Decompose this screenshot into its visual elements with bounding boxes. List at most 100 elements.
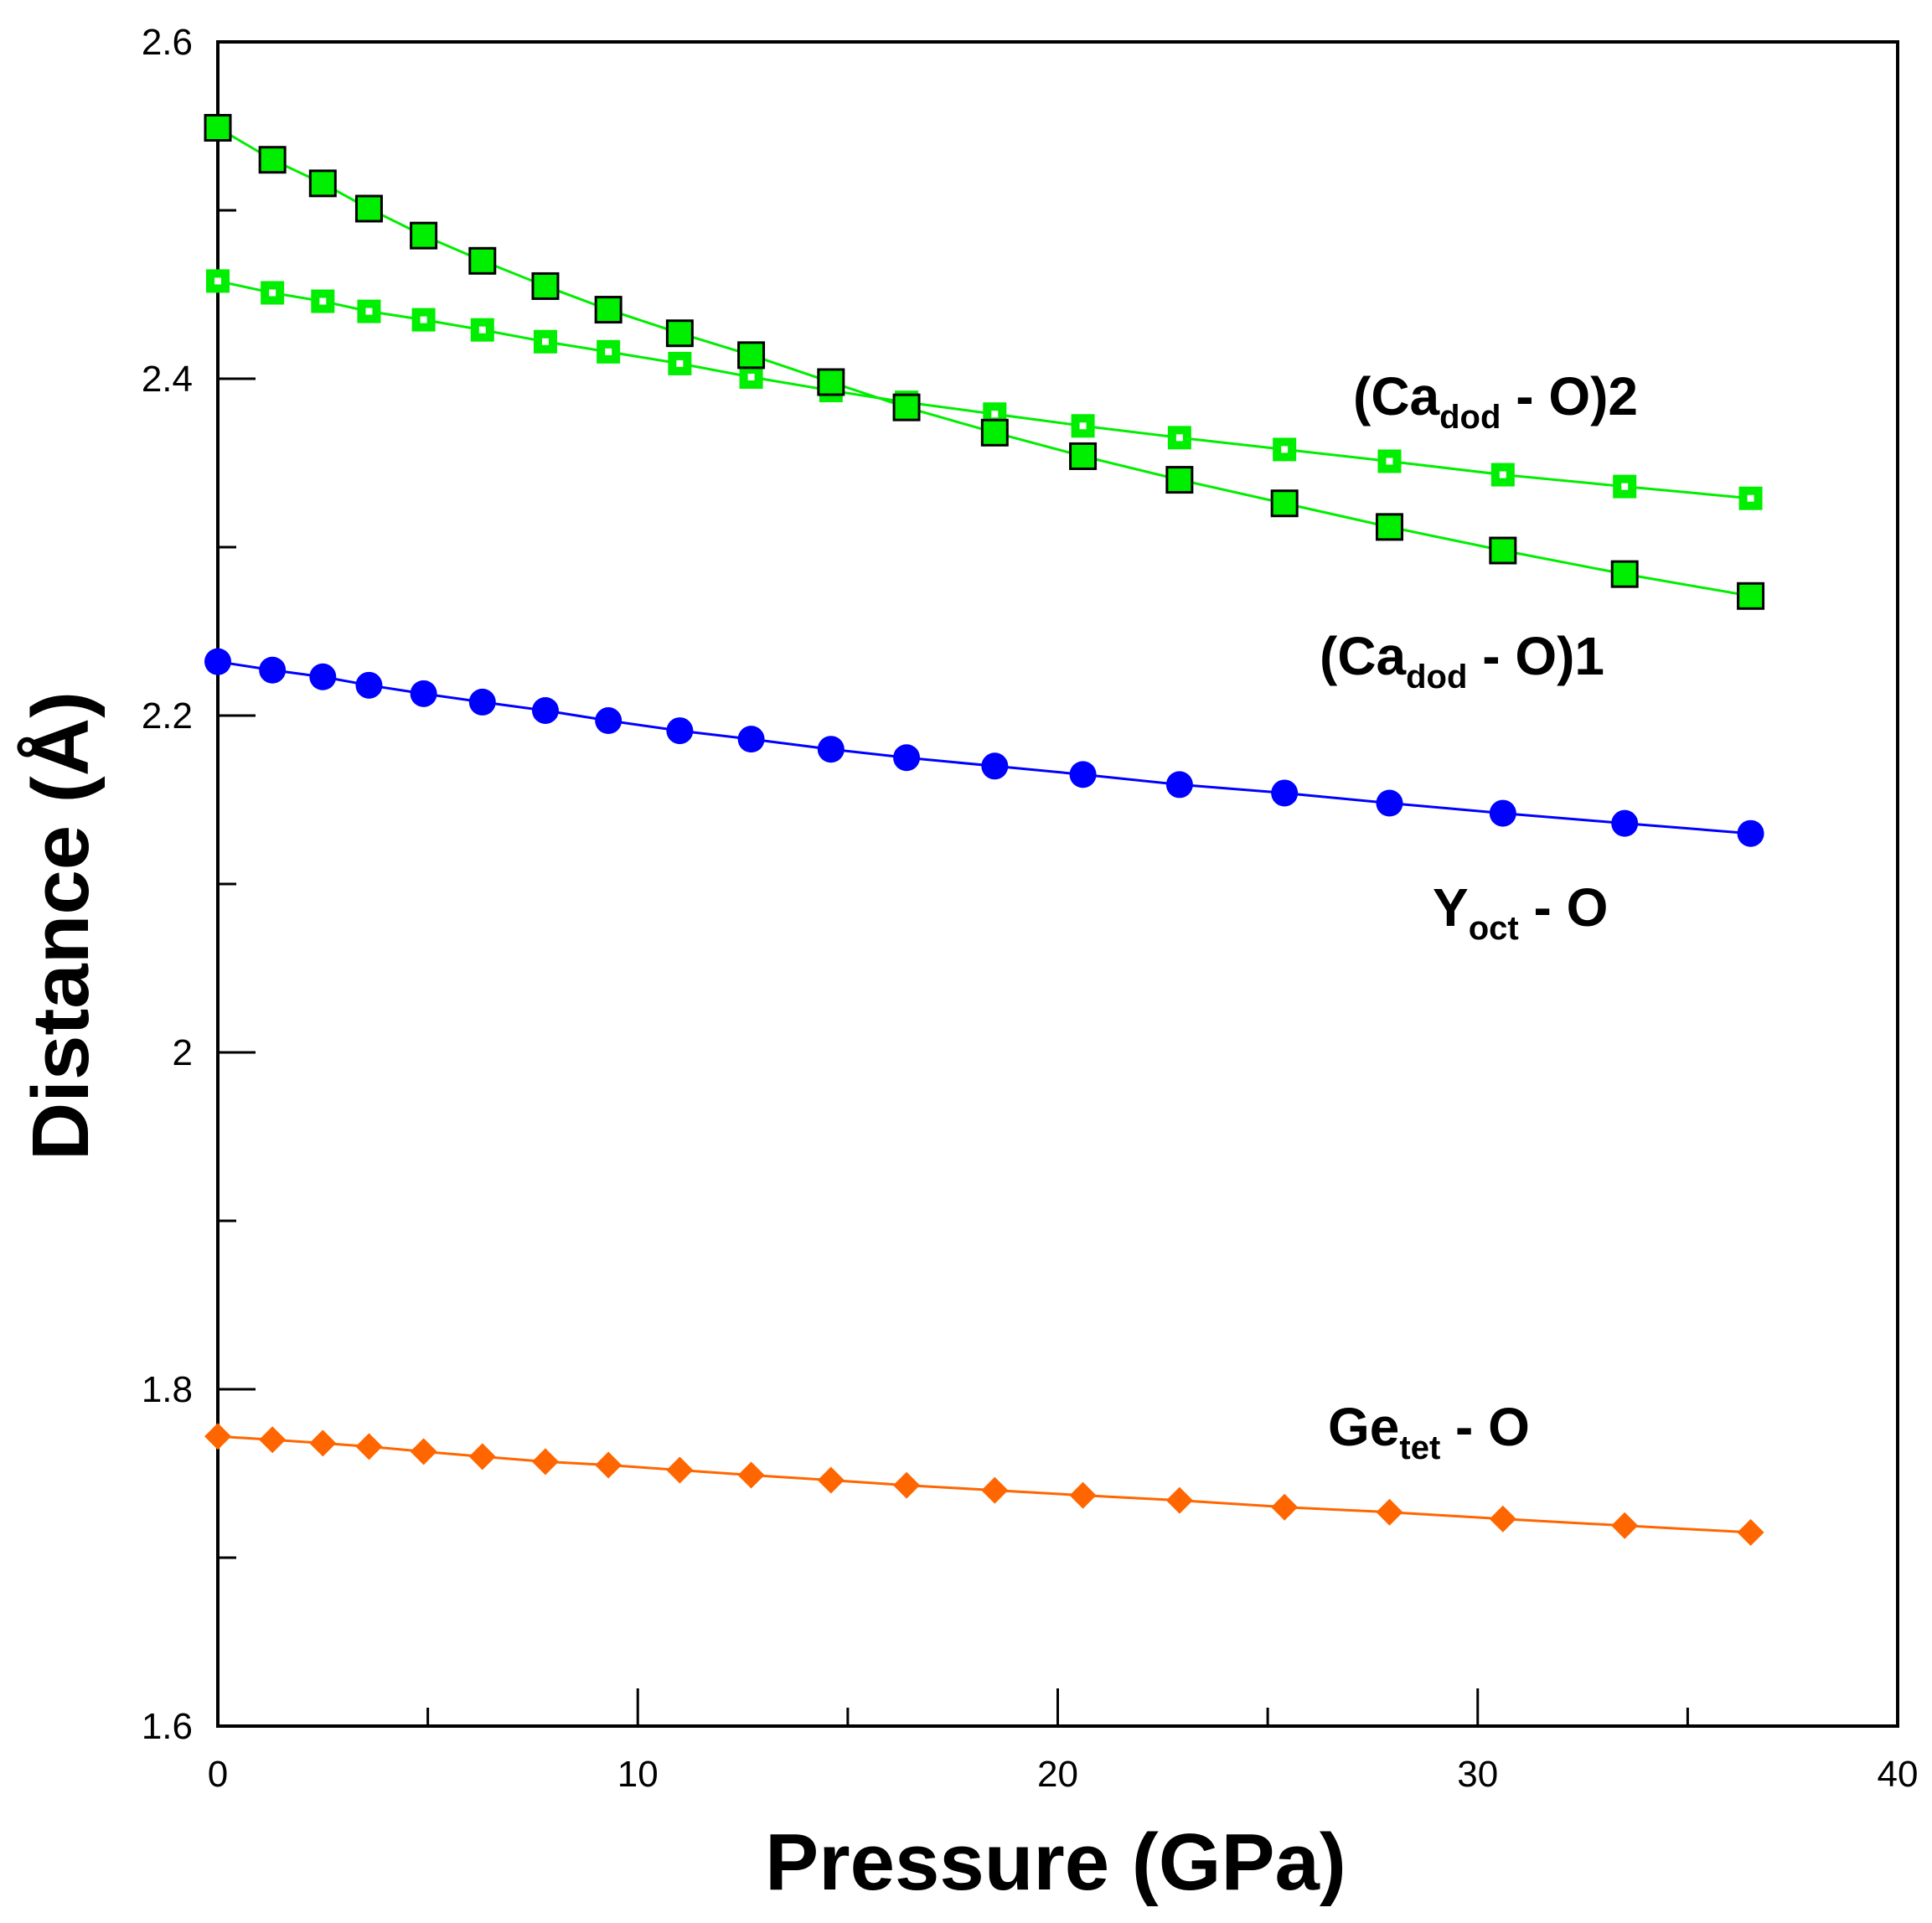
series-label-main: (Ca	[1320, 626, 1407, 686]
x-axis-title: Pressure (GPa)	[765, 1817, 1346, 1907]
series-layer	[204, 114, 1765, 1546]
data-point	[1167, 426, 1191, 450]
data-point	[1489, 799, 1516, 827]
data-point-center	[269, 289, 276, 297]
data-point	[468, 246, 497, 275]
data-point-center	[747, 373, 755, 380]
data-point	[1270, 489, 1299, 518]
series-label-sub: dod	[1439, 399, 1501, 436]
data-point	[597, 339, 621, 364]
x-axis: 0 10 20 30 40	[208, 1688, 1919, 1795]
series-labels: (Cadod - O)2 (Cadod - O)1 Yoct - O Getet…	[1320, 366, 1638, 1466]
data-point	[308, 169, 337, 198]
data-point	[893, 744, 921, 772]
x-tick-label: 10	[617, 1754, 659, 1795]
data-point-center	[1386, 457, 1393, 465]
data-point	[261, 281, 285, 305]
data-point	[980, 418, 1009, 447]
data-point	[1165, 771, 1193, 799]
data-point	[1611, 1512, 1639, 1539]
data-point	[309, 663, 337, 690]
data-point-center	[365, 308, 373, 315]
data-point	[666, 1456, 694, 1484]
series-label-sub: dod	[1406, 659, 1467, 695]
data-point-center	[420, 316, 427, 323]
y-tick-label: 2	[173, 1032, 193, 1073]
series-label-main: Ge	[1328, 1397, 1399, 1457]
data-point-center	[1499, 471, 1506, 478]
data-point-center	[676, 359, 684, 367]
x-tick-label: 0	[208, 1754, 228, 1795]
data-point	[817, 368, 845, 396]
data-point	[817, 1466, 845, 1494]
series-label-sub: oct	[1469, 910, 1519, 947]
data-point	[259, 656, 287, 684]
data-point	[1737, 582, 1765, 610]
series-label-tail: - O	[1519, 877, 1609, 938]
data-point	[1165, 1486, 1193, 1514]
data-point	[1069, 1481, 1097, 1509]
data-point	[1375, 513, 1403, 541]
data-point	[468, 1443, 496, 1471]
series-label-tail: - O	[1440, 1397, 1530, 1457]
data-point	[309, 1429, 337, 1457]
data-point	[410, 221, 438, 250]
data-point	[531, 271, 560, 300]
data-point	[410, 680, 437, 707]
data-point	[595, 1451, 622, 1479]
y-axis-title: Distance (Å)	[16, 691, 106, 1161]
data-point	[981, 752, 1009, 780]
data-point	[355, 1433, 383, 1460]
data-point	[470, 318, 494, 342]
y-tick-label: 2.2	[142, 695, 193, 737]
data-point	[204, 1423, 231, 1450]
data-point	[1069, 442, 1098, 470]
series-2	[204, 648, 1764, 847]
data-point	[892, 393, 921, 421]
data-point-center	[991, 411, 999, 418]
y-tick-label: 2.4	[142, 359, 193, 400]
x-tick-label: 40	[1878, 1754, 1919, 1795]
data-point-center	[1281, 446, 1289, 453]
data-point	[531, 696, 559, 724]
y-axis: 1.6 1.8 2 2.2 2.4 2.6	[142, 22, 256, 1747]
data-point	[737, 341, 766, 370]
series-label-ca-o1: (Cadod - O)1	[1320, 626, 1604, 695]
data-point	[893, 1471, 921, 1499]
data-point	[1069, 761, 1097, 788]
data-point-center	[1079, 422, 1087, 430]
data-point	[1737, 819, 1764, 847]
data-point-center	[319, 297, 327, 305]
data-point	[468, 688, 496, 716]
data-point	[531, 1448, 559, 1476]
series-label-ge-o: Getet - O	[1328, 1397, 1530, 1466]
series-label-tail: - O)2	[1501, 366, 1638, 426]
x-tick-label: 30	[1457, 1754, 1498, 1795]
data-point	[1489, 1505, 1516, 1533]
data-point	[355, 671, 383, 699]
series-label-y-o: Yoct - O	[1433, 877, 1608, 947]
x-tick-label: 20	[1037, 1754, 1078, 1795]
data-point	[981, 1476, 1009, 1504]
data-point	[1376, 789, 1403, 817]
data-point	[258, 146, 287, 174]
data-point-center	[605, 348, 612, 355]
data-point	[594, 296, 622, 324]
data-point	[817, 736, 845, 763]
data-point	[1271, 1493, 1299, 1521]
data-point	[410, 1438, 437, 1466]
data-point	[1489, 536, 1517, 565]
data-point-center	[1747, 494, 1754, 502]
data-point-center	[478, 326, 486, 333]
series-1	[204, 114, 1765, 610]
data-point-center	[214, 277, 221, 285]
data-point	[204, 648, 231, 675]
data-point	[1165, 466, 1194, 494]
series-label-ca-o2: (Cadod - O)2	[1353, 366, 1638, 436]
data-point	[354, 194, 383, 223]
data-point	[1737, 1518, 1764, 1546]
series-label-tail: - O)1	[1467, 626, 1604, 686]
y-tick-label: 1.6	[142, 1706, 193, 1747]
